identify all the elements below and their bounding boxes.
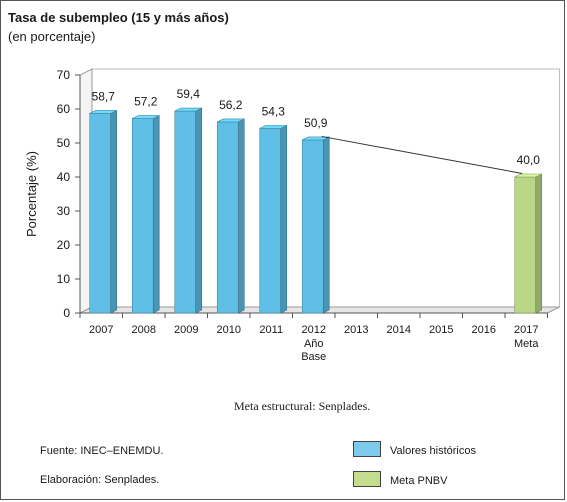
trend-line <box>321 135 523 174</box>
data-label: 57,2 <box>134 95 158 109</box>
data-label: 54,3 <box>262 104 286 118</box>
bar-side <box>195 107 203 314</box>
legend-swatch-meta <box>353 471 381 487</box>
x-tick-label: 2017 <box>514 324 538 336</box>
bar-front <box>259 128 282 314</box>
bar-front <box>174 110 197 314</box>
data-label: 58,7 <box>92 89 116 103</box>
chart-bars <box>89 107 543 314</box>
y-axis-label: Porcentaje (%) <box>24 151 39 237</box>
y-tick-label: 0 <box>63 306 70 320</box>
x-tick-label: 2007 <box>89 324 113 336</box>
legend-swatch-historicos <box>353 441 381 457</box>
bar-side <box>110 109 118 314</box>
bar-top <box>259 125 287 129</box>
x-tick-label: 2012 <box>302 324 326 336</box>
legend-label-meta: Meta PNBV <box>390 475 448 487</box>
bar-top <box>89 110 117 114</box>
x-tick-label: 2014 <box>387 324 411 336</box>
bar-top <box>174 107 202 112</box>
data-label: 56,2 <box>219 98 243 112</box>
x-tick-label: 2010 <box>217 324 241 336</box>
x-tick-sublabel: Año <box>304 338 324 350</box>
bar-side <box>280 124 288 314</box>
y-tick-label: 20 <box>57 238 71 252</box>
bar-top <box>514 173 542 178</box>
y-tick-label: 10 <box>57 272 71 286</box>
bar-side <box>152 115 160 314</box>
y-tick-label: 40 <box>57 170 71 184</box>
bar-side <box>535 173 543 314</box>
y-tick-label: 50 <box>57 136 71 150</box>
x-tick-label: 2015 <box>429 324 453 336</box>
x-tick-label: 2013 <box>344 324 368 336</box>
data-label: 40,0 <box>517 153 541 167</box>
chart-labels: 0 10 20 30 40 50 60 70 Porcentaje (%) 2007 2008 200… <box>24 68 540 363</box>
bar-front <box>216 121 239 314</box>
bar-front <box>131 118 154 314</box>
bar-side <box>322 136 330 314</box>
x-tick-label: 2009 <box>174 324 198 336</box>
x-tick-sublabel: Base <box>301 351 326 363</box>
bar-front <box>89 113 112 314</box>
y-tick-label: 60 <box>57 102 71 116</box>
x-tick-label: 2011 <box>259 324 283 336</box>
x-tick-label: 2008 <box>132 324 156 336</box>
data-label: 50,9 <box>304 116 328 130</box>
bar-top <box>217 118 245 123</box>
x-tick-sublabel: Meta <box>514 338 539 350</box>
bar-front <box>301 139 324 314</box>
y-tick-label: 70 <box>57 68 71 82</box>
bar-top <box>302 136 330 141</box>
data-label: 59,4 <box>177 87 201 101</box>
source-elaboracion: Elaboración: Senplades. <box>40 474 160 486</box>
y-tick-label: 30 <box>57 204 71 218</box>
bar-top <box>132 115 160 119</box>
x-tick-label: 2016 <box>472 324 496 336</box>
bar-side <box>237 118 245 314</box>
bar-chart: 0 10 20 30 40 50 60 70 Porcentaje (%) 2007 2008 200… <box>24 68 560 363</box>
source-note: Meta estructural: Senplades. <box>234 399 371 413</box>
bar-front <box>514 176 537 314</box>
legend-label-historicos: Valores históricos <box>390 445 476 457</box>
source-fuente: Fuente: INEC–ENEMDU. <box>40 445 164 457</box>
chart-subtitle: (en porcentaje) <box>8 29 96 44</box>
chart-title: Tasa de subempleo (15 y más años) <box>8 10 229 25</box>
